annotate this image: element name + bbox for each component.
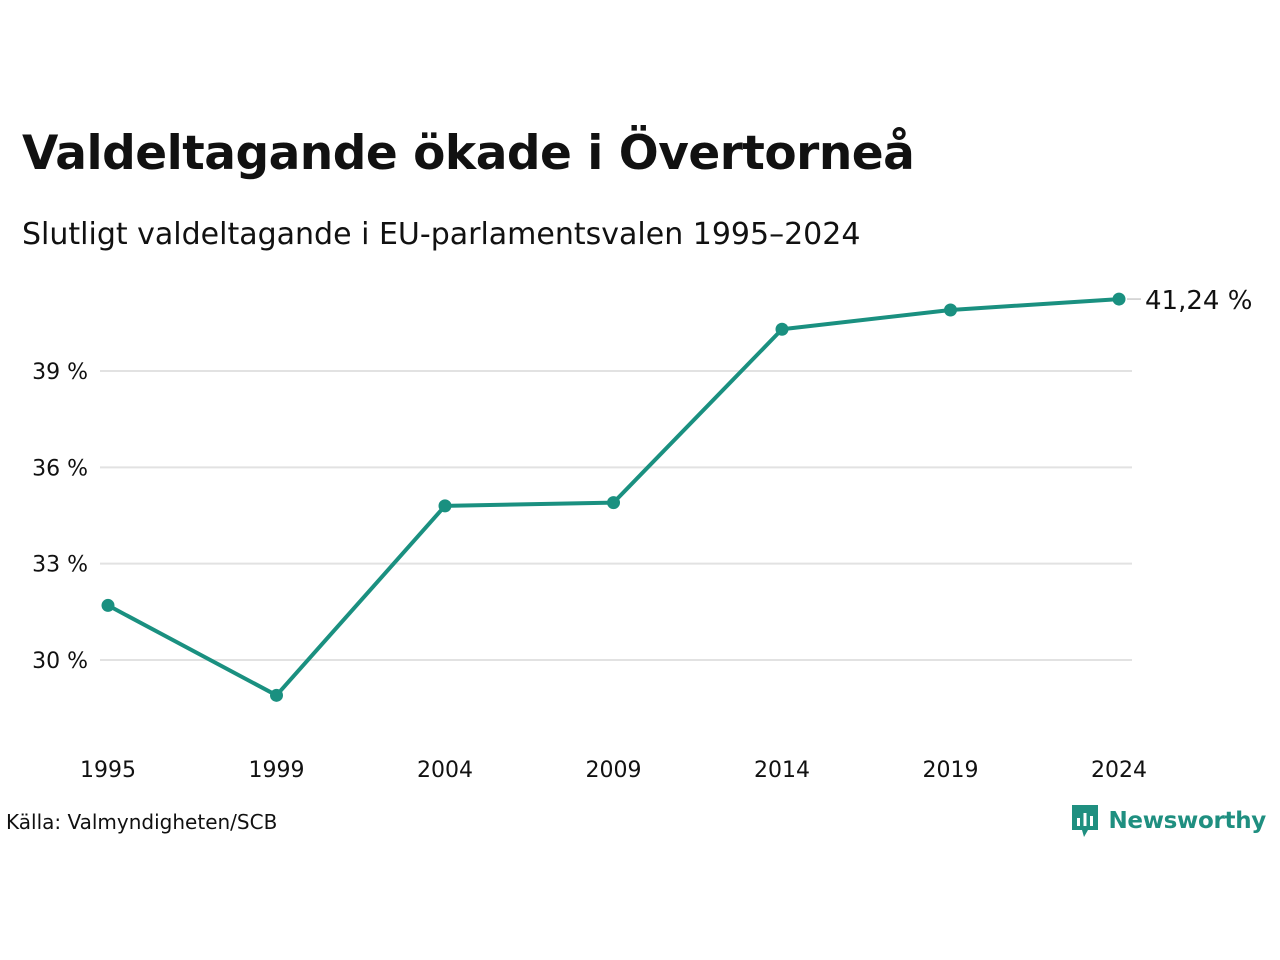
x-tick-label: 2024 (1091, 758, 1147, 783)
y-tick-label: 30 % (32, 649, 88, 674)
source-note: Källa: Valmyndigheten/SCB (6, 810, 278, 834)
data-point (270, 688, 283, 702)
x-tick-label: 2004 (417, 758, 473, 783)
data-labels: 41,24 % (1127, 286, 1252, 316)
x-tick-label: 2019 (923, 758, 979, 783)
data-point (101, 598, 115, 612)
data-point (1112, 292, 1126, 306)
x-tick-label: 1999 (249, 758, 305, 783)
data-point (775, 322, 789, 336)
data-point (607, 496, 620, 510)
chart-subtitle: Slutligt valdeltagande i EU-parlamentsva… (22, 217, 861, 252)
data-point (438, 499, 452, 513)
data-point (944, 303, 957, 317)
y-tick-label: 33 % (32, 553, 88, 578)
x-tick-label: 2009 (586, 758, 642, 783)
newsworthy-logo-icon (1072, 805, 1099, 837)
y-tick-label: 39 % (32, 360, 88, 385)
brand-logo[interactable]: Newsworthy (1070, 803, 1266, 839)
y-tick-label: 36 % (32, 456, 88, 481)
data-points (101, 292, 1126, 702)
x-tick-label: 1995 (80, 758, 136, 783)
last-value-label: 41,24 % (1145, 286, 1252, 316)
y-axis-tick-labels: 30 % 33 % 36 % 39 % (32, 360, 88, 674)
chart-title: Valdeltagande ökade i Övertorneå (22, 126, 915, 181)
gridlines (100, 370, 1132, 661)
x-tick-label: 2014 (754, 758, 810, 783)
x-axis-tick-labels: 1995 1999 2004 2009 2014 2019 2024 (80, 758, 1147, 783)
brand-name: Newsworthy (1108, 808, 1266, 834)
